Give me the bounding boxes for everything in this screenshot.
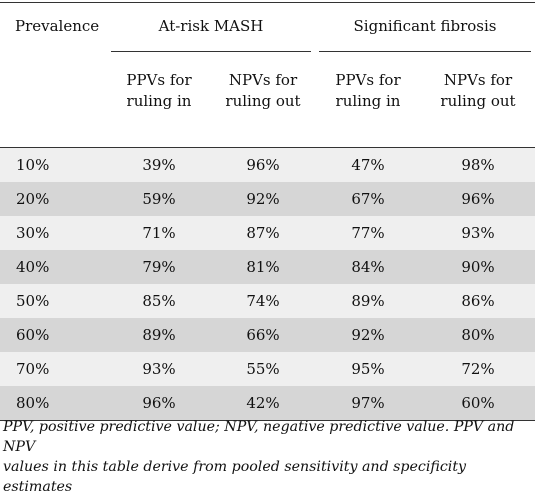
group-title-significant-fibrosis: Significant fibrosis: [353, 17, 497, 35]
table-row: 10% 39% 96% 47% 98%: [0, 147, 535, 182]
mash-npv-cell: 81%: [211, 249, 315, 284]
mash-ppv-cell: 93%: [107, 351, 211, 386]
prevalence-cell: 80%: [0, 385, 107, 421]
table-row: 80% 96% 42% 97% 60%: [0, 385, 535, 421]
column-header-label: PPVs for ruling in: [335, 71, 401, 110]
fibrosis-ppv-cell: 89%: [315, 283, 421, 318]
mash-ppv-cell: 79%: [107, 249, 211, 284]
mash-ppv-cell: 96%: [107, 385, 211, 421]
mash-npv-cell: 96%: [211, 147, 315, 182]
column-header-row: PPVs for ruling in NPVs for ruling out P…: [0, 52, 535, 148]
fibrosis-npv-cell: 86%: [421, 283, 535, 318]
column-header-mash-npv: NPVs for ruling out: [211, 52, 315, 148]
fibrosis-ppv-cell: 47%: [315, 147, 421, 182]
column-header-label: NPVs for ruling out: [225, 71, 301, 110]
fibrosis-ppv-cell: 92%: [315, 317, 421, 352]
blank-header-cell: [0, 52, 107, 148]
mash-npv-cell: 55%: [211, 351, 315, 386]
prevalence-header: Prevalence: [15, 17, 100, 35]
group-header-at-risk-mash: At-risk MASH: [107, 6, 315, 52]
prevalence-cell: 40%: [0, 249, 107, 284]
mash-npv-cell: 87%: [211, 215, 315, 250]
mash-ppv-cell: 89%: [107, 317, 211, 352]
prevalence-cell: 10%: [0, 147, 107, 182]
fibrosis-npv-cell: 96%: [421, 181, 535, 216]
fibrosis-ppv-cell: 77%: [315, 215, 421, 250]
column-header-fibrosis-ppv: PPVs for ruling in: [315, 52, 421, 148]
fibrosis-ppv-cell: 95%: [315, 351, 421, 386]
mash-ppv-cell: 85%: [107, 283, 211, 318]
table-row: 40% 79% 81% 84% 90%: [0, 249, 535, 284]
mash-npv-cell: 66%: [211, 317, 315, 352]
fibrosis-npv-cell: 72%: [421, 351, 535, 386]
prevalence-cell: 30%: [0, 215, 107, 250]
fibrosis-npv-cell: 98%: [421, 147, 535, 182]
mash-npv-cell: 42%: [211, 385, 315, 421]
table-body: 10% 39% 96% 47% 98% 20% 59% 92% 67% 96% …: [0, 147, 535, 421]
fibrosis-npv-cell: 80%: [421, 317, 535, 352]
footnote-line: values in this table derive from pooled …: [3, 459, 467, 495]
table-row: 60% 89% 66% 92% 80%: [0, 317, 535, 352]
fibrosis-ppv-cell: 97%: [315, 385, 421, 421]
mash-ppv-cell: 71%: [107, 215, 211, 250]
fibrosis-npv-cell: 93%: [421, 215, 535, 250]
table-row: 50% 85% 74% 89% 86%: [0, 283, 535, 318]
prevalence-cell: 70%: [0, 351, 107, 386]
column-header-label: PPVs for ruling in: [126, 71, 192, 110]
group-underline-at-risk-mash: [111, 51, 311, 52]
mash-ppv-cell: 39%: [107, 147, 211, 182]
fibrosis-ppv-cell: 84%: [315, 249, 421, 284]
prevalence-cell: 50%: [0, 283, 107, 318]
predictive-values-table: Prevalence At-risk MASH Significant fibr…: [0, 6, 535, 421]
fibrosis-npv-cell: 90%: [421, 249, 535, 284]
column-header-mash-ppv: PPVs for ruling in: [107, 52, 211, 148]
mash-ppv-cell: 59%: [107, 181, 211, 216]
group-header-row: Prevalence At-risk MASH Significant fibr…: [0, 6, 535, 52]
fibrosis-npv-cell: 60%: [421, 385, 535, 421]
prevalence-cell: 20%: [0, 181, 107, 216]
group-underline-significant-fibrosis: [319, 51, 532, 52]
table-row: 70% 93% 55% 95% 72%: [0, 351, 535, 386]
table-footnote: PPV, positive predictive value; NPV, neg…: [3, 417, 535, 497]
mash-npv-cell: 74%: [211, 283, 315, 318]
table-row: 30% 71% 87% 77% 93%: [0, 215, 535, 250]
column-header-fibrosis-npv: NPVs for ruling out: [421, 52, 535, 148]
table-row: 20% 59% 92% 67% 96%: [0, 181, 535, 216]
prevalence-cell: 60%: [0, 317, 107, 352]
footnote-line: PPV, positive predictive value; NPV, neg…: [3, 419, 515, 455]
group-title-at-risk-mash: At-risk MASH: [158, 17, 264, 35]
column-header-label: NPVs for ruling out: [440, 71, 516, 110]
table-top-rule: [0, 2, 535, 3]
mash-npv-cell: 92%: [211, 181, 315, 216]
group-header-significant-fibrosis: Significant fibrosis: [315, 6, 535, 52]
fibrosis-ppv-cell: 67%: [315, 181, 421, 216]
